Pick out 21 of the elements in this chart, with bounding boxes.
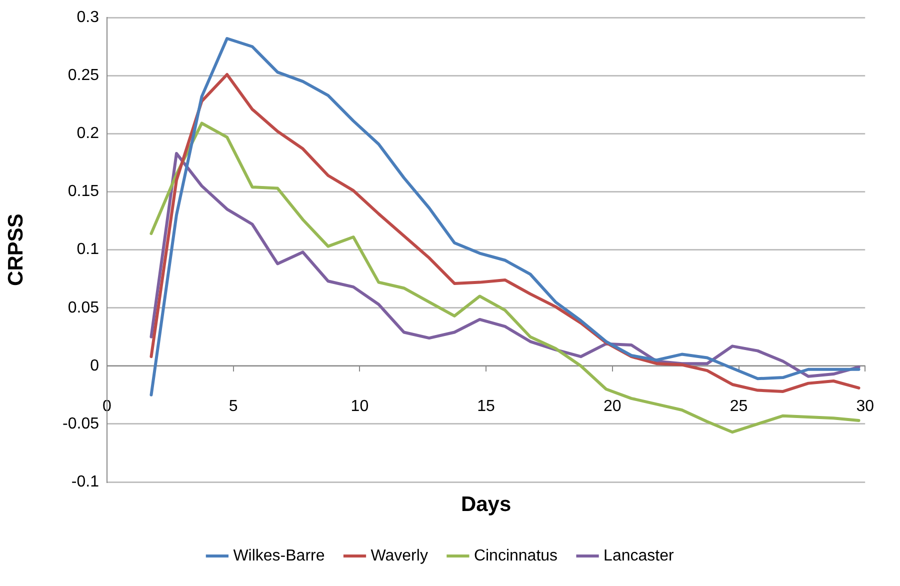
legend-label: Cincinnatus [474,547,558,564]
y-tick-label: 0.2 [76,125,100,142]
y-tick-label: 0.05 [68,299,100,316]
y-axis-title: CRPSS [4,214,28,286]
legend-label: Wilkes-Barre [233,547,325,564]
x-tick-label: 10 [350,398,369,415]
y-tick-label: 0.15 [68,183,100,200]
y-tick-label: -0.1 [71,473,100,490]
legend-label: Waverly [370,547,428,564]
y-tick-label: 0.25 [68,67,100,84]
y-tick-label: 0.1 [76,241,100,258]
x-tick-label: 15 [477,398,496,415]
x-tick-label: 30 [856,398,874,415]
x-tick-label: 5 [228,398,238,415]
x-tick-label: 20 [604,398,622,415]
x-tick-label: 25 [730,398,748,415]
legend-label: Lancaster [604,547,674,564]
x-axis-title: Days [460,492,512,516]
y-tick-label: 0 [90,357,100,374]
y-tick-label: 0.3 [76,9,100,26]
y-tick-label: -0.05 [62,415,100,432]
